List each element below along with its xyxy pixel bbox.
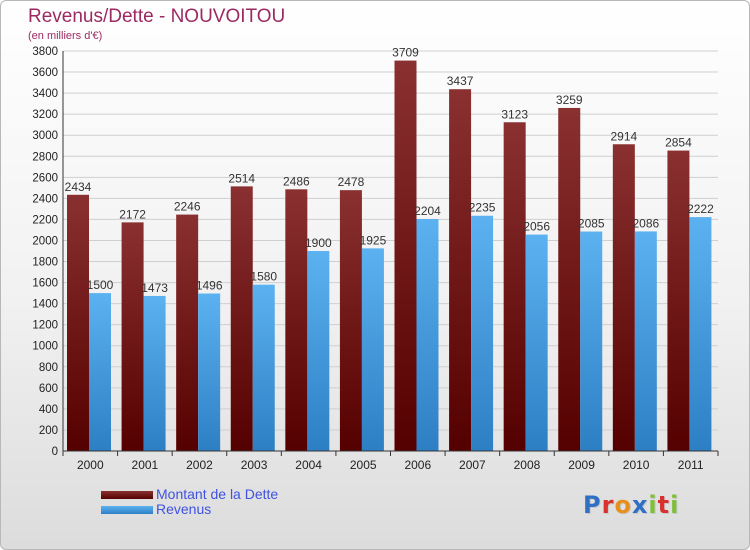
legend-swatch-debt <box>101 491 153 499</box>
y-tick-label: 2200 <box>32 214 58 226</box>
bar-debt-2008 <box>503 122 526 452</box>
logo-letter: i <box>670 491 680 519</box>
bar-revenus-2001 <box>143 295 166 451</box>
legend-label-debt: Montant de la Dette <box>156 486 279 502</box>
x-tick-label: 2008 <box>514 458 541 472</box>
bar-revenus-2002 <box>198 293 221 451</box>
y-tick-label: 2400 <box>32 193 58 205</box>
data-label-debt-2001: 2172 <box>119 207 146 221</box>
bar-revenus-2009 <box>580 231 603 451</box>
y-tick-label: 400 <box>39 404 58 416</box>
bar-revenus-2010 <box>634 231 657 451</box>
bar-debt-2005 <box>339 190 362 451</box>
bar-revenus-2011 <box>689 217 712 451</box>
logo-letter: o <box>614 491 632 519</box>
legend-label-revenus: Revenus <box>156 501 212 517</box>
y-tick-label: 600 <box>39 383 58 395</box>
chart-subtitle: (en milliers d'€) <box>28 30 103 42</box>
bar-revenus-2007 <box>471 215 494 451</box>
logo-letter: x <box>631 491 649 519</box>
y-tick-label: 1400 <box>32 299 58 311</box>
data-label-revenus-2004: 1900 <box>305 236 332 250</box>
data-label-debt-2010: 2914 <box>610 129 637 143</box>
bar-revenus-2005 <box>361 248 384 451</box>
x-tick-label: 2005 <box>350 458 377 472</box>
y-tick-label: 2000 <box>32 235 58 247</box>
y-tick-label: 200 <box>39 425 58 437</box>
y-tick-label: 3200 <box>32 109 58 121</box>
data-label-revenus-2011: 2222 <box>687 202 714 216</box>
x-tick-label: 2010 <box>623 458 650 472</box>
logo-letter: r <box>601 491 615 519</box>
bar-debt-2011 <box>667 150 690 451</box>
data-label-revenus-2001: 1473 <box>141 281 168 295</box>
bar-revenus-2000 <box>89 293 111 451</box>
x-tick-label: 2006 <box>404 458 431 472</box>
bar-debt-2003 <box>230 186 253 452</box>
data-label-revenus-2003: 1580 <box>250 270 277 284</box>
data-label-revenus-2008: 2056 <box>523 220 550 234</box>
data-label-debt-2009: 3259 <box>556 93 583 107</box>
y-tick-label: 3400 <box>32 88 58 100</box>
data-label-debt-2011: 2854 <box>665 136 692 150</box>
data-label-revenus-2005: 1925 <box>360 233 387 247</box>
y-tick-label: 1000 <box>32 341 58 353</box>
logo-letter: t <box>657 491 671 519</box>
legend-swatch-revenus <box>101 506 153 514</box>
data-label-debt-2007: 3437 <box>447 74 474 88</box>
bar-revenus-2008 <box>525 234 548 451</box>
x-tick-label: 2004 <box>295 458 322 472</box>
x-tick-label: 2007 <box>459 458 486 472</box>
y-tick-label: 2600 <box>32 172 58 184</box>
data-label-debt-2002: 2246 <box>174 200 201 214</box>
bar-revenus-2004 <box>307 251 330 451</box>
data-label-debt-2003: 2514 <box>228 171 255 185</box>
bar-revenus-2006 <box>416 219 439 451</box>
x-tick-label: 2009 <box>568 458 595 472</box>
data-label-debt-2006: 3709 <box>392 46 419 60</box>
data-label-debt-2005: 2478 <box>338 175 365 189</box>
bar-debt-2000 <box>67 194 89 451</box>
x-tick-label: 2011 <box>678 458 704 472</box>
bar-debt-2004 <box>285 189 308 451</box>
logo-letter: i <box>648 491 658 519</box>
y-tick-label: 1800 <box>32 257 58 269</box>
y-tick-label: 3000 <box>32 130 58 142</box>
bar-debt-2002 <box>176 214 199 451</box>
data-label-revenus-2000: 1500 <box>87 278 114 292</box>
proxiti-logo: Proxiti <box>583 491 679 519</box>
data-label-revenus-2002: 1496 <box>196 279 223 293</box>
chart-title: Revenus/Dette - NOUVOITOU <box>28 6 286 27</box>
bar-revenus-2003 <box>252 284 275 451</box>
y-tick-label: 800 <box>39 362 58 374</box>
bar-debt-2009 <box>558 107 581 452</box>
bar-debt-2006 <box>394 60 417 451</box>
y-tick-label: 1200 <box>32 320 58 332</box>
data-label-revenus-2006: 2204 <box>414 204 441 218</box>
bar-debt-2001 <box>121 222 144 451</box>
y-tick-label: 0 <box>52 446 58 458</box>
y-tick-label: 2800 <box>32 151 58 163</box>
y-tick-label: 1600 <box>32 278 58 290</box>
bar-debt-2007 <box>449 89 472 452</box>
data-label-revenus-2007: 2235 <box>469 201 496 215</box>
bar-debt-2010 <box>612 144 635 451</box>
y-tick-label: 3600 <box>32 67 58 79</box>
data-label-debt-2004: 2486 <box>283 174 310 188</box>
y-tick-label: 3800 <box>32 46 58 58</box>
data-label-debt-2000: 2434 <box>65 180 92 194</box>
data-label-revenus-2009: 2085 <box>578 217 605 231</box>
x-tick-label: 2003 <box>241 458 268 472</box>
x-tick-label: 2000 <box>77 458 104 472</box>
x-tick-label: 2002 <box>186 458 213 472</box>
x-tick-label: 2001 <box>132 458 159 472</box>
data-label-revenus-2010: 2086 <box>632 216 659 230</box>
logo-letter: P <box>583 491 602 519</box>
data-label-debt-2008: 3123 <box>501 107 528 121</box>
